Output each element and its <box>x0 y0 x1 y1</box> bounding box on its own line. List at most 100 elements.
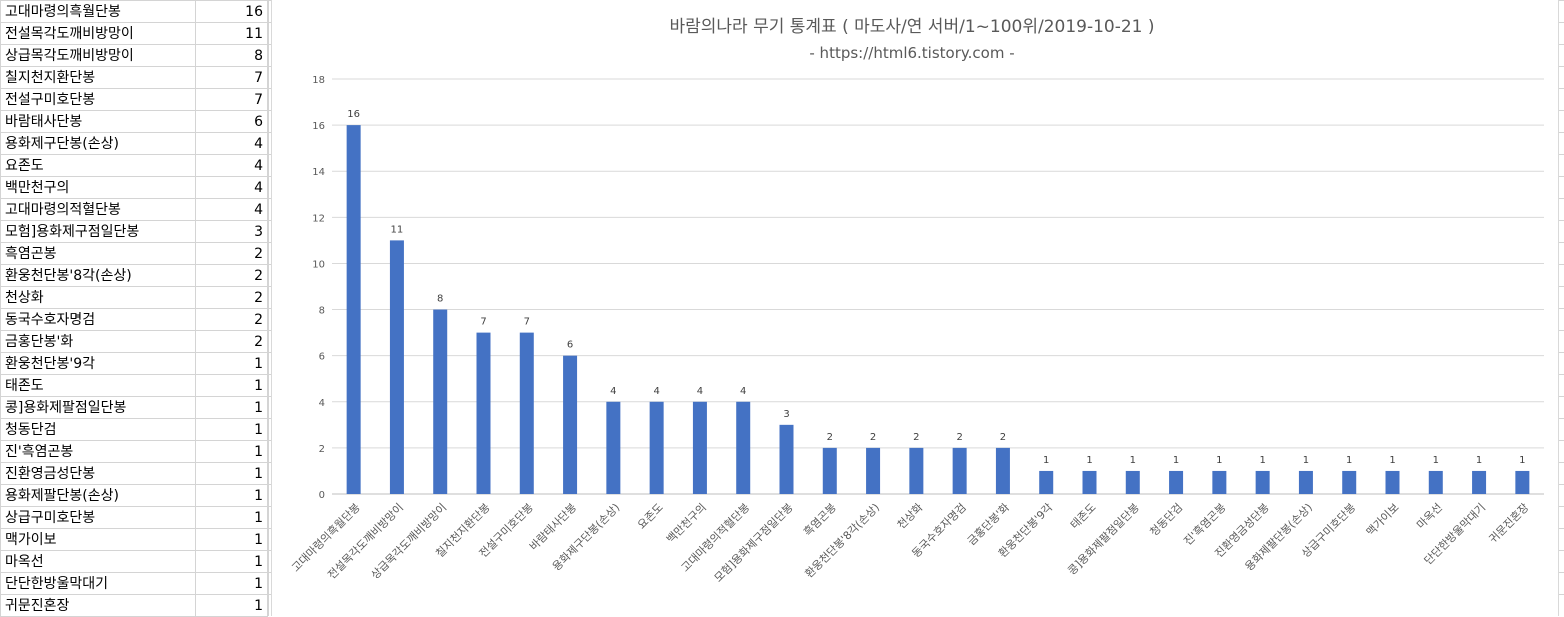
cell-item-count[interactable]: 1 <box>195 572 268 595</box>
cell-item-count[interactable]: 2 <box>195 286 268 309</box>
cell-item-count[interactable]: 1 <box>195 528 268 551</box>
table-row[interactable]: 진'흑염곤봉 1 <box>0 440 268 463</box>
table-row[interactable]: 고대마령의흑월단봉 16 <box>0 0 268 23</box>
cell-item-name[interactable]: 환웅천단봉'8각(손상) <box>0 264 197 287</box>
table-row[interactable]: 귀문진혼장 1 <box>0 594 268 617</box>
bar[interactable] <box>346 125 361 494</box>
table-row[interactable]: 청동단검 1 <box>0 418 268 441</box>
cell-item-count[interactable]: 2 <box>195 242 268 265</box>
cell-item-name[interactable]: 용화제팔단봉(손상) <box>0 484 197 507</box>
table-row[interactable]: 동국수호자명검 2 <box>0 308 268 331</box>
cell-item-name[interactable]: 콩]용화제팔점일단봉 <box>0 396 197 419</box>
cell-item-name[interactable]: 태존도 <box>0 374 197 397</box>
table-row[interactable]: 단단한방울막대기 1 <box>0 572 268 595</box>
bar[interactable] <box>952 447 967 494</box>
cell-item-name[interactable]: 흑염곤봉 <box>0 242 197 265</box>
table-row[interactable]: 상급목각도깨비방망이 8 <box>0 44 268 67</box>
cell-item-name[interactable]: 칠지천지환단봉 <box>0 66 197 89</box>
cell-item-count[interactable]: 3 <box>195 220 268 243</box>
cell-item-count[interactable]: 1 <box>195 462 268 485</box>
bar[interactable] <box>1082 470 1097 494</box>
chart-area[interactable]: 바람의나라 무기 통계표 ( 마도사/연 서버/1~100위/2019-10-2… <box>271 0 1559 616</box>
bar[interactable] <box>519 332 534 494</box>
cell-item-count[interactable]: 7 <box>195 66 268 89</box>
cell-item-count[interactable]: 4 <box>195 132 268 155</box>
bar[interactable] <box>563 355 578 494</box>
cell-item-count[interactable]: 4 <box>195 176 268 199</box>
cell-item-name[interactable]: 전설구미호단봉 <box>0 88 197 111</box>
cell-item-name[interactable]: 용화제구단봉(손상) <box>0 132 197 155</box>
table-row[interactable]: 전설목각도깨비방망이 11 <box>0 22 268 45</box>
cell-item-count[interactable]: 2 <box>195 308 268 331</box>
bar[interactable] <box>1342 470 1357 494</box>
cell-item-name[interactable]: 백만천구의 <box>0 176 197 199</box>
cell-item-name[interactable]: 상급목각도깨비방망이 <box>0 44 197 67</box>
table-row[interactable]: 용화제구단봉(손상) 4 <box>0 132 268 155</box>
cell-item-count[interactable]: 1 <box>195 594 268 617</box>
table-row[interactable]: 콩]용화제팔점일단봉 1 <box>0 396 268 419</box>
bar[interactable] <box>1428 470 1443 494</box>
bar[interactable] <box>779 424 794 494</box>
cell-item-count[interactable]: 7 <box>195 88 268 111</box>
bar[interactable] <box>433 309 448 494</box>
table-row[interactable]: 전설구미호단봉 7 <box>0 88 268 111</box>
table-row[interactable]: 천상화 2 <box>0 286 268 309</box>
bar[interactable] <box>866 447 881 494</box>
cell-item-count[interactable]: 8 <box>195 44 268 67</box>
table-row[interactable]: 태존도 1 <box>0 374 268 397</box>
cell-item-count[interactable]: 1 <box>195 352 268 375</box>
cell-item-count[interactable]: 16 <box>195 0 268 23</box>
table-row[interactable]: 백만천구의 4 <box>0 176 268 199</box>
bar[interactable] <box>606 401 621 494</box>
bar[interactable] <box>1255 470 1270 494</box>
cell-item-count[interactable]: 1 <box>195 506 268 529</box>
table-row[interactable]: 용화제팔단봉(손상) 1 <box>0 484 268 507</box>
bar[interactable] <box>649 401 664 494</box>
cell-item-name[interactable]: 고대마령의흑월단봉 <box>0 0 197 23</box>
cell-item-name[interactable]: 전설목각도깨비방망이 <box>0 22 197 45</box>
cell-item-name[interactable]: 상급구미호단봉 <box>0 506 197 529</box>
bar[interactable] <box>736 401 751 494</box>
cell-item-name[interactable]: 동국수호자명검 <box>0 308 197 331</box>
cell-item-name[interactable]: 단단한방울막대기 <box>0 572 197 595</box>
table-row[interactable]: 맥가이보 1 <box>0 528 268 551</box>
cell-item-name[interactable]: 고대마령의적혈단봉 <box>0 198 197 221</box>
bar[interactable] <box>692 401 707 494</box>
cell-item-name[interactable]: 금홍단봉'화 <box>0 330 197 353</box>
bar[interactable] <box>909 447 924 494</box>
cell-item-name[interactable]: 바람태사단봉 <box>0 110 197 133</box>
table-row[interactable]: 상급구미호단봉 1 <box>0 506 268 529</box>
cell-item-name[interactable]: 모험]용화제구점일단봉 <box>0 220 197 243</box>
cell-item-name[interactable]: 환웅천단봉'9각 <box>0 352 197 375</box>
cell-item-name[interactable]: 요존도 <box>0 154 197 177</box>
bar[interactable] <box>1515 470 1530 494</box>
cell-item-count[interactable]: 4 <box>195 154 268 177</box>
cell-item-count[interactable]: 1 <box>195 550 268 573</box>
bar[interactable] <box>1125 470 1140 494</box>
bar[interactable] <box>995 447 1010 494</box>
cell-item-count[interactable]: 2 <box>195 264 268 287</box>
cell-item-count[interactable]: 1 <box>195 374 268 397</box>
cell-item-count[interactable]: 2 <box>195 330 268 353</box>
cell-item-count[interactable]: 4 <box>195 198 268 221</box>
table-row[interactable]: 금홍단봉'화 2 <box>0 330 268 353</box>
bar[interactable] <box>1169 470 1184 494</box>
cell-item-count[interactable]: 1 <box>195 396 268 419</box>
table-row[interactable]: 환웅천단봉'8각(손상) 2 <box>0 264 268 287</box>
cell-item-count[interactable]: 1 <box>195 440 268 463</box>
table-row[interactable]: 진환영금성단봉 1 <box>0 462 268 485</box>
cell-item-name[interactable]: 마옥선 <box>0 550 197 573</box>
cell-item-count[interactable]: 1 <box>195 418 268 441</box>
cell-item-name[interactable]: 청동단검 <box>0 418 197 441</box>
cell-item-name[interactable]: 천상화 <box>0 286 197 309</box>
cell-item-count[interactable]: 6 <box>195 110 268 133</box>
bar[interactable] <box>1385 470 1400 494</box>
table-row[interactable]: 흑염곤봉 2 <box>0 242 268 265</box>
table-row[interactable]: 마옥선 1 <box>0 550 268 573</box>
bar[interactable] <box>822 447 837 494</box>
table-row[interactable]: 모험]용화제구점일단봉 3 <box>0 220 268 243</box>
cell-item-count[interactable]: 1 <box>195 484 268 507</box>
bar[interactable] <box>1298 470 1313 494</box>
cell-item-count[interactable]: 11 <box>195 22 268 45</box>
cell-item-name[interactable]: 귀문진혼장 <box>0 594 197 617</box>
